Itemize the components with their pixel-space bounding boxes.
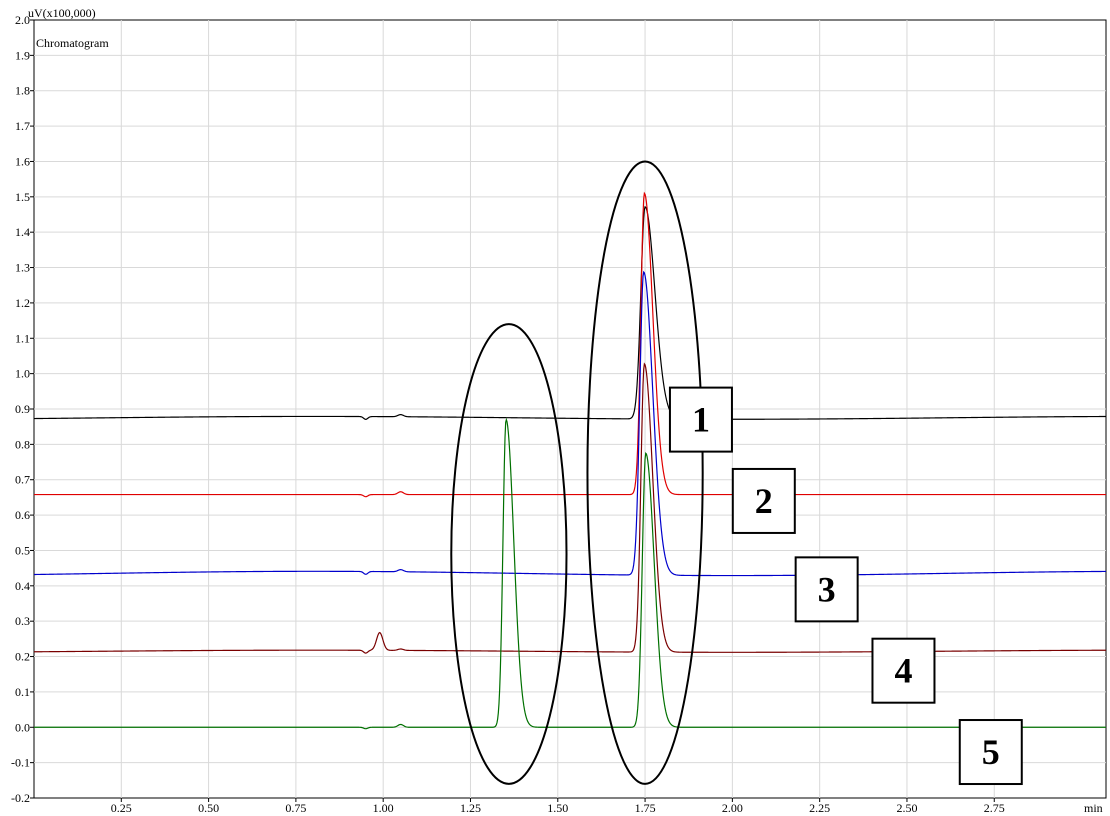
y-tick-label: 0.1 <box>15 685 30 699</box>
x-tick-label: 2.75 <box>984 801 1005 815</box>
trace-label-box-3 <box>794 556 859 623</box>
y-tick-label: 0.0 <box>15 720 30 734</box>
y-axis-title: uV(x100,000) <box>28 6 96 20</box>
y-tick-label: 2.0 <box>15 13 30 27</box>
y-tick-label: 0.7 <box>15 473 30 487</box>
y-tick-label: 1.0 <box>15 367 30 381</box>
y-tick-label: 0.2 <box>15 650 30 664</box>
y-tick-label: 0.9 <box>15 402 30 416</box>
chart-title: Chromatogram <box>36 36 109 50</box>
x-tick-label: 1.75 <box>635 801 656 815</box>
trace-label-box-2 <box>731 467 796 534</box>
trace-label-box-5 <box>958 719 1023 786</box>
y-tick-label: 1.2 <box>15 296 30 310</box>
peak-ellipse-2 <box>586 160 704 785</box>
y-tick-label: 0.4 <box>15 579 30 593</box>
x-axis-title: min <box>1084 801 1103 815</box>
x-tick-label: 0.50 <box>198 801 219 815</box>
trace-label-box-1 <box>668 386 733 453</box>
annotations: 1 2 3 4 5 <box>450 160 1023 786</box>
y-tick-label: 0.8 <box>15 437 30 451</box>
x-tick-label: 0.25 <box>111 801 132 815</box>
grid <box>34 20 1106 798</box>
y-tick-label: 1.8 <box>15 84 30 98</box>
axis-ticks: 0.25 0.50 0.75 1.00 1.25 1.50 1.75 2.00 2.25 2.50… <box>11 13 1005 815</box>
trace-line-3 <box>33 270 1106 577</box>
y-tick-label: 1.3 <box>15 261 30 275</box>
x-tick-label: 1.25 <box>460 801 481 815</box>
x-tick-label: 2.25 <box>809 801 830 815</box>
trace-label-5: 5 <box>982 732 1000 772</box>
y-tick-label: 0.5 <box>15 543 30 557</box>
trace-label-1: 1 <box>692 400 710 440</box>
x-tick-label: 2.50 <box>896 801 917 815</box>
y-tick-label: 0.3 <box>15 614 30 628</box>
trace-label-2: 2 <box>755 481 773 521</box>
y-tick-label: 0.6 <box>15 508 30 522</box>
y-tick-label: -0.1 <box>11 756 30 770</box>
x-tick-label: 0.75 <box>285 801 306 815</box>
y-tick-label: 1.5 <box>15 190 30 204</box>
y-tick-label: -0.2 <box>11 791 30 805</box>
trace-line-1 <box>33 205 1106 420</box>
y-tick-label: 1.6 <box>15 154 30 168</box>
x-tick-label: 1.50 <box>547 801 568 815</box>
y-tick-label: 1.7 <box>15 119 30 133</box>
trace-label-4: 4 <box>894 651 912 691</box>
peak-ellipse-1 <box>450 323 568 785</box>
y-tick-label: 1.9 <box>15 48 30 62</box>
y-tick-label: 1.1 <box>15 331 30 345</box>
y-tick-label: 1.4 <box>15 225 30 239</box>
trace-line-2 <box>34 191 1106 498</box>
x-tick-label: 1.00 <box>373 801 394 815</box>
trace-label-3: 3 <box>818 569 836 609</box>
trace-label-box-4 <box>871 637 936 704</box>
trace-line-5 <box>34 417 1106 730</box>
x-tick-label: 2.00 <box>722 801 743 815</box>
